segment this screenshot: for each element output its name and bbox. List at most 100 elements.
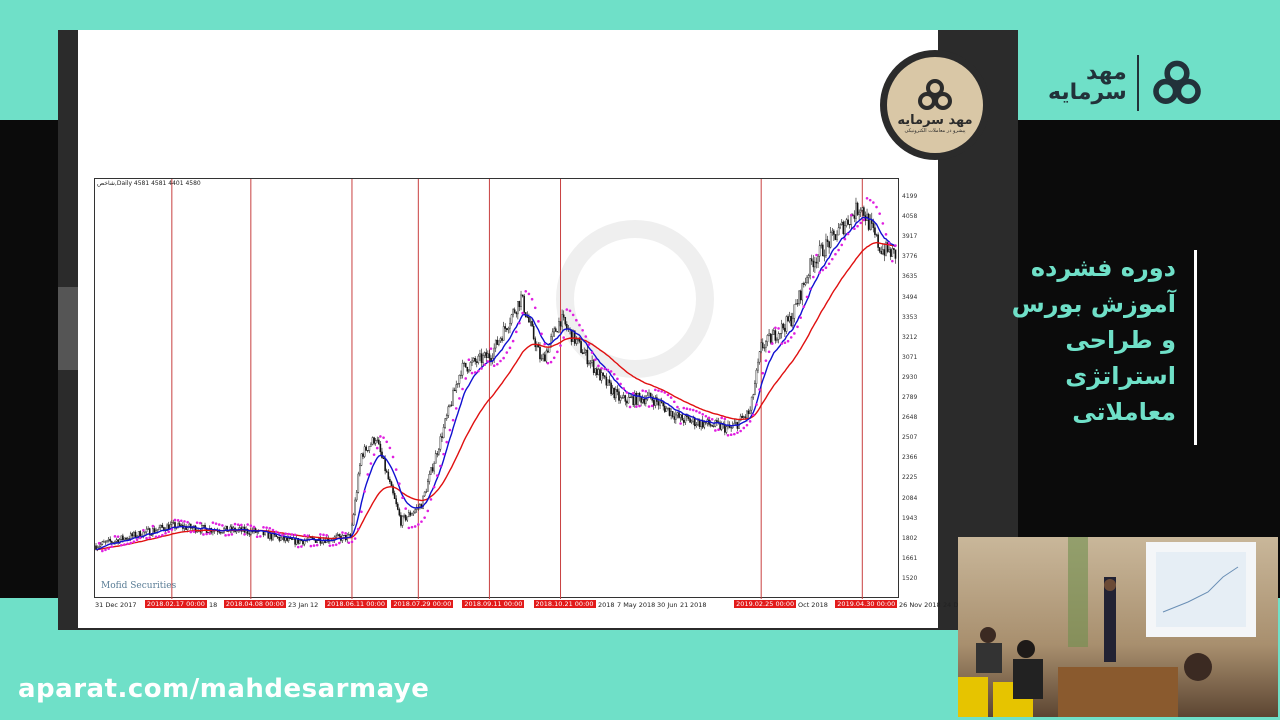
candle-body — [548, 343, 551, 353]
candle-body — [275, 534, 277, 538]
candle-body — [488, 353, 491, 359]
sar-dot — [101, 549, 104, 553]
sar-dot — [296, 545, 300, 549]
candle-body — [739, 415, 742, 421]
sar-dot — [878, 212, 881, 215]
candle-body — [118, 539, 121, 544]
candle-body — [509, 322, 511, 329]
sar-dot — [590, 351, 594, 354]
candle-body — [543, 354, 546, 362]
candle-body — [540, 358, 543, 360]
sar-dot — [862, 218, 866, 222]
sar-dot — [404, 507, 407, 510]
sar-dot — [119, 543, 123, 547]
candle-body — [408, 512, 410, 518]
candle-body — [891, 248, 894, 257]
price-chart[interactable]: شاخص,Daily 4581 4581 4401 4580 Mofid Sec… — [94, 178, 899, 599]
sar-dot — [496, 362, 499, 366]
candle-body — [570, 329, 573, 342]
candle-body — [692, 417, 695, 422]
candle-body — [439, 436, 442, 450]
sar-dot — [849, 213, 853, 217]
candle-body — [785, 316, 788, 332]
candle-body — [853, 215, 856, 219]
candle-body — [720, 424, 723, 430]
course-line: استراتژی — [1065, 362, 1176, 390]
candle-body — [449, 404, 451, 407]
candle-body — [148, 528, 151, 536]
candle-body — [390, 481, 393, 487]
y-tick-label: 4199 — [902, 192, 918, 200]
y-tick-label: 1661 — [902, 554, 918, 562]
sar-dot — [379, 435, 382, 438]
candle-body — [278, 536, 281, 541]
candle-body — [532, 325, 535, 339]
candle-body — [517, 301, 519, 315]
candle-body — [725, 426, 728, 433]
sar-dot — [533, 306, 537, 310]
candle-body — [98, 546, 100, 548]
candle-body — [858, 211, 860, 215]
sar-dot — [259, 535, 262, 538]
candle-body — [207, 532, 209, 534]
candle-body — [682, 419, 685, 423]
event-marker-badge: 2018.04.08 00:00 — [223, 600, 286, 608]
sar-dot — [180, 519, 183, 523]
candle-body — [686, 415, 688, 417]
sar-dot — [540, 332, 543, 336]
candle-body — [447, 406, 450, 416]
course-line: دوره فشرده — [1030, 254, 1176, 282]
y-tick-label: 2789 — [902, 394, 918, 402]
candle-body — [855, 202, 857, 219]
sar-dot — [265, 526, 268, 529]
candle-body — [518, 301, 521, 308]
candle-body — [894, 249, 897, 259]
sar-dot — [587, 343, 591, 346]
sar-dot — [410, 525, 414, 529]
candle-body — [389, 478, 391, 483]
sar-dot — [360, 510, 363, 514]
candle-body — [761, 342, 764, 349]
sar-dot — [786, 339, 790, 343]
candle-body — [270, 533, 273, 540]
candle-body — [615, 389, 617, 399]
candle-body — [765, 341, 767, 348]
candle-body — [496, 339, 499, 345]
sar-dot — [413, 525, 417, 528]
candle-body — [479, 353, 481, 357]
sar-dot — [369, 462, 373, 465]
candle-body — [613, 387, 616, 399]
candle-body — [750, 396, 753, 411]
sar-dot — [211, 521, 215, 524]
sar-dot — [489, 347, 493, 350]
sar-dot — [243, 533, 246, 536]
candle-body — [104, 541, 107, 543]
candle-body — [501, 338, 503, 341]
candle-body — [566, 323, 568, 329]
candle-body — [803, 283, 805, 285]
candle-body — [302, 540, 304, 545]
candle-body — [624, 395, 627, 402]
candle-body — [431, 467, 434, 472]
candle-body — [804, 282, 807, 285]
candle-body — [667, 407, 669, 409]
candle-body — [444, 418, 446, 428]
candle-body — [690, 420, 693, 423]
candle-body — [490, 357, 492, 362]
candle-body — [107, 538, 110, 541]
candle-body — [829, 232, 832, 248]
candle-body — [822, 244, 824, 257]
sar-dot — [704, 414, 708, 418]
sar-dot — [123, 543, 126, 546]
candle-body — [795, 303, 797, 305]
candle-body — [434, 453, 437, 464]
sar-dot — [467, 358, 471, 362]
candle-body — [652, 400, 655, 406]
candle-body — [423, 491, 426, 497]
sar-dot — [306, 534, 310, 537]
candle-body — [493, 347, 495, 359]
candle-body — [703, 422, 706, 428]
candle-body — [796, 303, 799, 305]
sar-dot — [805, 295, 809, 299]
sar-dot — [685, 407, 689, 411]
